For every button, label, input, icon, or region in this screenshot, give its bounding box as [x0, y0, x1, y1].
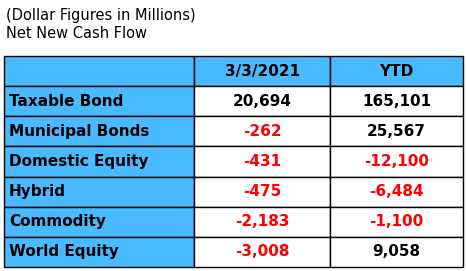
Text: 25,567: 25,567 — [367, 124, 426, 139]
Bar — [330, 86, 463, 116]
Text: Domestic Equity: Domestic Equity — [9, 154, 149, 169]
Bar — [4, 237, 194, 267]
Text: -475: -475 — [243, 184, 281, 199]
Bar — [4, 177, 194, 207]
Bar — [4, 146, 194, 177]
Bar — [330, 56, 463, 86]
Text: -12,100: -12,100 — [364, 154, 429, 169]
Text: -6,484: -6,484 — [369, 184, 424, 199]
Text: -3,008: -3,008 — [235, 244, 290, 259]
Text: World Equity: World Equity — [9, 244, 119, 259]
Text: (Dollar Figures in Millions): (Dollar Figures in Millions) — [6, 8, 196, 23]
Text: Commodity: Commodity — [9, 214, 106, 229]
Bar — [194, 86, 330, 116]
Text: -1,100: -1,100 — [369, 214, 424, 229]
Bar — [194, 56, 330, 86]
Text: Municipal Bonds: Municipal Bonds — [9, 124, 149, 139]
Bar — [330, 177, 463, 207]
Bar — [330, 237, 463, 267]
Text: 20,694: 20,694 — [233, 94, 292, 109]
Bar — [4, 56, 194, 86]
Text: -262: -262 — [243, 124, 282, 139]
Text: Hybrid: Hybrid — [9, 184, 66, 199]
Bar — [330, 207, 463, 237]
Text: YTD: YTD — [379, 64, 414, 79]
Bar — [330, 116, 463, 146]
Bar — [4, 116, 194, 146]
Text: Net New Cash Flow: Net New Cash Flow — [6, 26, 147, 41]
Text: -431: -431 — [243, 154, 281, 169]
Bar — [4, 86, 194, 116]
Bar — [330, 146, 463, 177]
Bar — [194, 116, 330, 146]
Bar — [194, 237, 330, 267]
Text: Taxable Bond: Taxable Bond — [9, 94, 123, 109]
Text: -2,183: -2,183 — [235, 214, 290, 229]
Bar — [194, 207, 330, 237]
Text: 9,058: 9,058 — [372, 244, 420, 259]
Bar — [194, 177, 330, 207]
Text: 3/3/2021: 3/3/2021 — [225, 64, 300, 79]
Bar — [194, 146, 330, 177]
Bar — [4, 207, 194, 237]
Text: 165,101: 165,101 — [362, 94, 431, 109]
